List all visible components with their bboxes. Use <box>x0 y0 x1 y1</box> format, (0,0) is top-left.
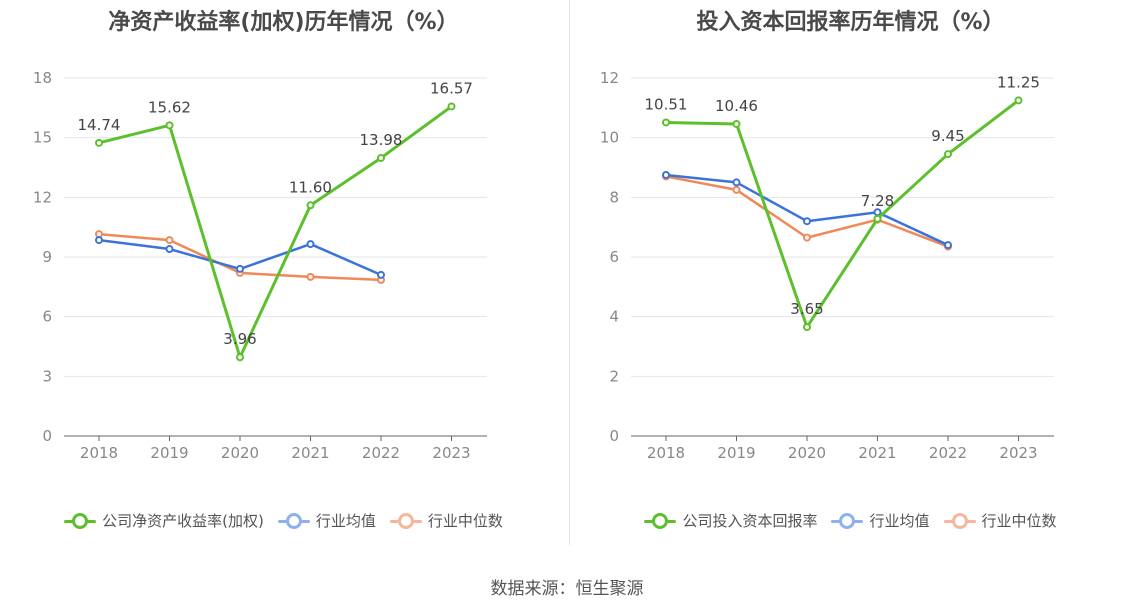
x-tick-label: 2020 <box>221 444 259 462</box>
y-tick-label: 8 <box>609 188 619 206</box>
data-point <box>732 178 741 187</box>
legend-marker-icon <box>277 512 310 529</box>
x-tick-label: 2023 <box>999 444 1037 462</box>
data-label: 16.57 <box>430 79 473 97</box>
data-label: 7.28 <box>861 192 894 210</box>
roic-chart-plot: 0 2 4 6 8 10 12 2018 2019 2020 2021 2022 2023 10.51 10… <box>600 69 1054 462</box>
x-tick-label: 2022 <box>362 444 400 462</box>
data-point <box>732 119 741 128</box>
data-source-note: 数据来源：恒生聚源 <box>490 579 644 599</box>
data-point <box>447 102 456 111</box>
chart-legend: 公司投入资本回报率 行业均值 行业中位数 <box>567 510 1134 531</box>
y-tick-label: 15 <box>33 129 52 147</box>
data-point <box>377 270 385 279</box>
data-point <box>165 245 174 254</box>
y-tick-label: 10 <box>600 129 619 147</box>
legend-label: 行业中位数 <box>427 512 503 530</box>
data-point <box>944 150 952 159</box>
x-tick-label: 2019 <box>717 444 755 462</box>
data-label: 3.65 <box>790 300 823 318</box>
y-tick-label: 2 <box>609 367 619 385</box>
legend-label: 行业均值 <box>869 512 930 530</box>
legend-label: 公司净资产收益率(加权) <box>102 512 264 530</box>
y-tick-label: 3 <box>42 367 52 385</box>
legend-item-industry-median[interactable]: 行业中位数 <box>389 510 503 531</box>
x-tick-label: 2018 <box>647 444 685 462</box>
data-point <box>732 185 741 194</box>
x-tick-label: 2021 <box>291 444 329 462</box>
data-label: 9.45 <box>931 127 964 145</box>
data-label: 14.74 <box>78 116 121 134</box>
data-point <box>306 272 315 281</box>
legend-item-industry-mean[interactable]: 行业均值 <box>831 510 930 531</box>
data-point <box>306 201 315 210</box>
data-point <box>873 208 882 217</box>
legend-label: 行业均值 <box>315 512 376 530</box>
y-tick-label: 18 <box>33 69 52 87</box>
chart-title: 净资产收益率(加权)历年情况（%） <box>108 10 459 35</box>
data-point <box>1014 96 1023 105</box>
y-tick-label: 0 <box>609 427 619 445</box>
data-point <box>165 121 174 130</box>
roe-chart-panel: 净资产收益率(加权)历年情况（%） 0 3 6 9 12 15 18 2018 2019 2020… <box>0 0 567 545</box>
roe-chart-plot: 0 3 6 9 12 15 18 2018 2019 2020 2021 2022 2023 14.74 1… <box>33 69 487 462</box>
data-label: 3.96 <box>223 330 256 348</box>
data-point <box>873 214 882 223</box>
panel-divider <box>569 0 570 545</box>
data-point <box>944 241 952 250</box>
x-tick-label: 2023 <box>432 444 470 462</box>
data-point <box>165 236 174 245</box>
legend-label: 公司投入资本回报率 <box>682 512 818 530</box>
legend-marker-icon <box>644 512 677 529</box>
y-tick-label: 6 <box>42 308 52 326</box>
x-tick-label: 2021 <box>858 444 896 462</box>
data-point <box>803 233 811 242</box>
data-label: 10.46 <box>715 97 758 115</box>
data-label: 11.25 <box>997 73 1040 91</box>
data-point <box>236 264 244 273</box>
data-point <box>95 138 103 147</box>
series-line <box>665 99 1020 329</box>
legend-label: 行业中位数 <box>981 512 1057 530</box>
y-tick-label: 12 <box>600 69 619 87</box>
chart-legend: 公司净资产收益率(加权) 行业均值 行业中位数 <box>0 510 567 531</box>
data-point <box>306 240 315 249</box>
data-label: 13.98 <box>360 131 403 149</box>
legend-marker-icon <box>64 512 97 529</box>
legend-item-industry-median[interactable]: 行业中位数 <box>943 510 1057 531</box>
legend-marker-icon <box>943 512 976 529</box>
data-point <box>662 170 670 179</box>
y-tick-label: 12 <box>33 188 52 206</box>
legend-item-company-roe[interactable]: 公司净资产收益率(加权) <box>64 510 264 531</box>
legend-marker-icon <box>831 512 864 529</box>
data-point <box>803 217 811 226</box>
roic-chart-panel: 投入资本回报率历年情况（%） 0 2 4 6 8 10 12 2018 2019 2020 2021… <box>567 0 1134 545</box>
data-label: 15.62 <box>148 98 191 116</box>
data-point <box>236 353 244 362</box>
x-tick-label: 2020 <box>788 444 826 462</box>
data-point <box>377 153 385 162</box>
data-point <box>803 323 811 332</box>
x-tick-label: 2018 <box>80 444 118 462</box>
chart-title: 投入资本回报率历年情况（%） <box>696 10 1005 35</box>
data-point <box>662 118 670 127</box>
legend-item-company-roic[interactable]: 公司投入资本回报率 <box>644 510 817 531</box>
data-point <box>95 236 103 245</box>
y-tick-label: 0 <box>42 427 52 445</box>
series-line <box>98 105 453 359</box>
legend-item-industry-mean[interactable]: 行业均值 <box>277 510 376 531</box>
y-tick-label: 4 <box>609 308 619 326</box>
data-label: 11.60 <box>289 178 332 196</box>
x-tick-label: 2019 <box>150 444 188 462</box>
data-label: 10.51 <box>645 95 688 113</box>
y-tick-label: 9 <box>42 248 52 266</box>
x-tick-label: 2022 <box>929 444 967 462</box>
y-tick-label: 6 <box>609 248 619 266</box>
legend-marker-icon <box>389 512 422 529</box>
